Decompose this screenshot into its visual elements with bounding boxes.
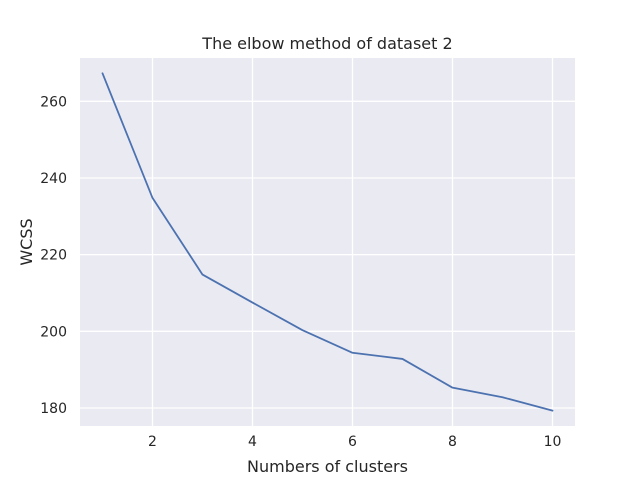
y-tick-label: 260 [40, 94, 67, 110]
x-tick-label: 6 [348, 434, 357, 450]
y-tick-label: 220 [40, 248, 67, 264]
y-tick-label: 200 [40, 324, 67, 340]
grid-lines [80, 58, 575, 426]
y-axis-label: WCSS [17, 218, 36, 265]
x-tick-label: 10 [544, 434, 562, 450]
plot-background [80, 58, 575, 426]
x-tick-label: 4 [248, 434, 257, 450]
series-line [101, 72, 554, 412]
x-tick-label: 8 [448, 434, 457, 450]
x-tick-label: 2 [148, 434, 157, 450]
chart-title: The elbow method of dataset 2 [201, 34, 452, 53]
series-lines [101, 72, 554, 412]
x-axis-label: Numbers of clusters [247, 457, 408, 476]
y-tick-labels: 180 200 220 240 260 [40, 94, 67, 417]
x-tick-labels: 2 4 6 8 10 [148, 434, 561, 450]
y-tick-label: 180 [40, 401, 67, 417]
y-tick-label: 240 [40, 171, 67, 187]
